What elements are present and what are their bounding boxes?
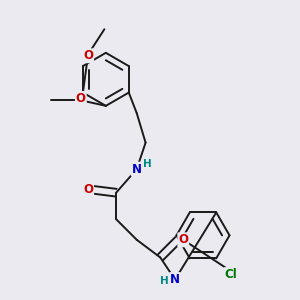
Text: N: N: [170, 273, 180, 286]
Text: H: H: [160, 276, 169, 286]
Text: O: O: [178, 233, 188, 246]
Text: O: O: [83, 183, 93, 196]
Text: Cl: Cl: [225, 268, 237, 281]
Text: H: H: [143, 159, 152, 169]
Text: O: O: [76, 92, 86, 105]
Text: O: O: [83, 49, 93, 62]
Text: N: N: [132, 163, 142, 176]
